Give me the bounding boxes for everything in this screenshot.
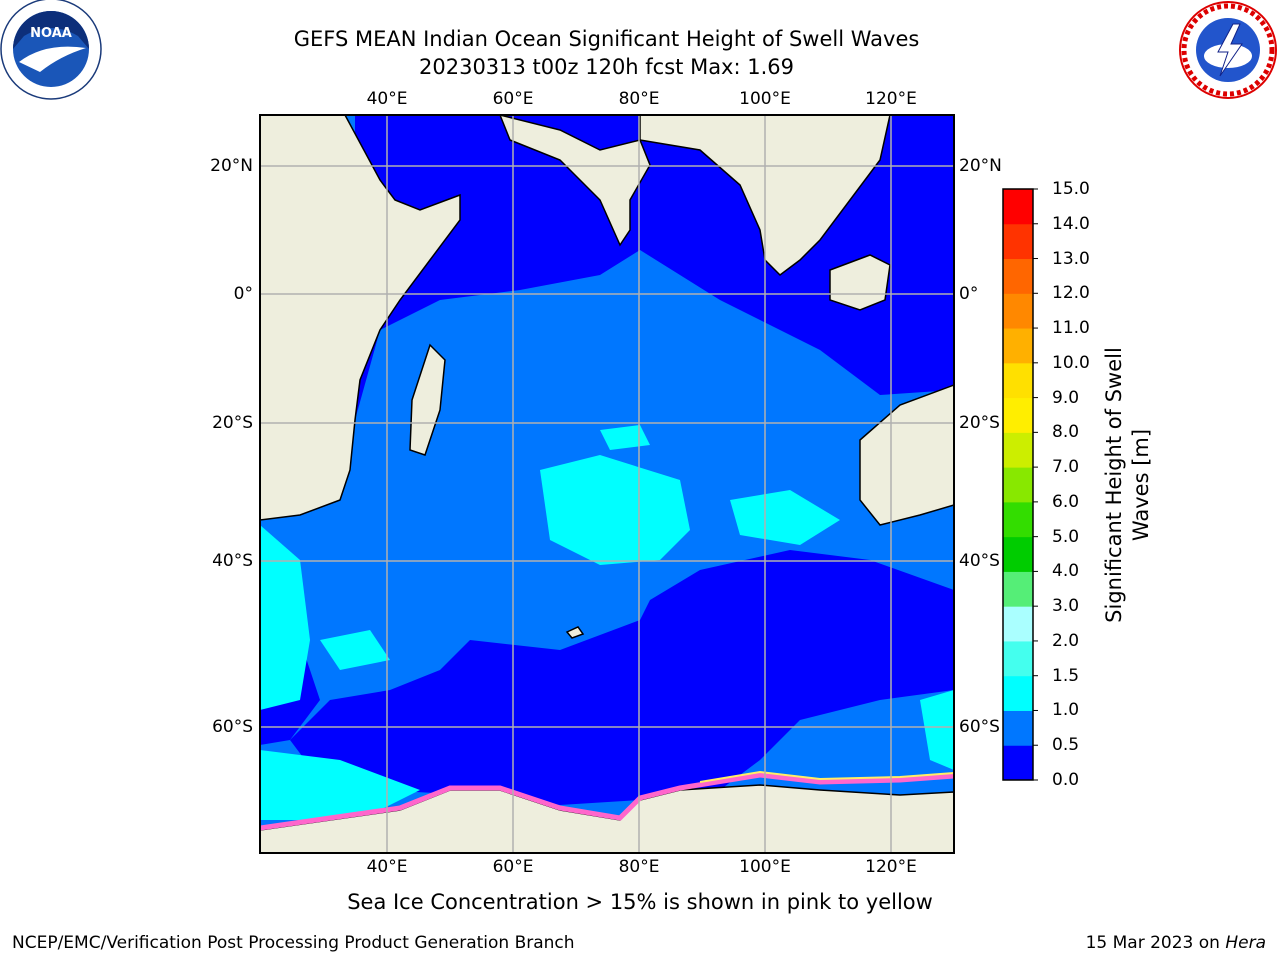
colorbar-label: 10.0 bbox=[1052, 352, 1090, 373]
colorbar-label: 9.0 bbox=[1052, 387, 1080, 408]
lon-tick-top: 100°E bbox=[739, 89, 791, 109]
colorbar-label: 15.0 bbox=[1052, 179, 1090, 199]
colorbar-swatch bbox=[1003, 223, 1033, 260]
map-subtitle: 20230313 t00z 120h fcst Max: 1.69 bbox=[419, 55, 794, 79]
swell-band-cyan-east bbox=[730, 490, 840, 545]
colorbar-swatch bbox=[1003, 675, 1033, 711]
colorbar-label: 6.0 bbox=[1052, 491, 1080, 512]
lon-tick-bottom: 40°E bbox=[366, 857, 408, 877]
lat-tick-right: 60°S bbox=[959, 717, 1000, 737]
colorbar-label: 5.0 bbox=[1052, 526, 1080, 547]
land-arabia bbox=[260, 115, 461, 521]
footer-host: Hera bbox=[1225, 933, 1266, 953]
colorbar-label: 0.0 bbox=[1052, 770, 1080, 790]
colorbar-label: 11.0 bbox=[1052, 318, 1090, 339]
swell-band-cyan-west bbox=[260, 525, 310, 710]
footer-credit: NCEP/EMC/Verification Post Processing Pr… bbox=[12, 933, 575, 953]
colorbar-label: 0.5 bbox=[1052, 735, 1080, 756]
lat-tick-left: 20°N bbox=[210, 156, 253, 176]
lon-tick-bottom: 80°E bbox=[618, 857, 660, 877]
swell-band-low-south bbox=[290, 550, 954, 805]
lat-tick-left: 0° bbox=[233, 284, 253, 304]
footer-date-text: 15 Mar 2023 on bbox=[1085, 933, 1226, 953]
national-weather-service-logo bbox=[1179, 1, 1277, 99]
lon-tick-bottom: 100°E bbox=[739, 857, 791, 877]
lon-tick-top: 60°E bbox=[492, 89, 534, 109]
colorbar-label: 4.0 bbox=[1052, 561, 1080, 582]
svg-text:NOAA: NOAA bbox=[30, 26, 72, 41]
lon-tick-bottom: 120°E bbox=[865, 857, 917, 877]
colorbar-label: 12.0 bbox=[1052, 283, 1090, 304]
land-india bbox=[499, 115, 651, 247]
colorbar-frame bbox=[1002, 188, 1034, 781]
map-frame bbox=[259, 114, 955, 854]
colorbar-swatch bbox=[1003, 536, 1033, 572]
colorbar-swatch bbox=[1003, 397, 1033, 433]
lat-tick-right: 40°S bbox=[959, 551, 1000, 571]
colorbar-swatch bbox=[1003, 745, 1033, 781]
lat-tick-right: 20°S bbox=[959, 413, 1000, 433]
swell-band-cyan-sw bbox=[260, 750, 420, 820]
colorbar-label: 8.0 bbox=[1052, 422, 1080, 443]
lon-tick-top: 120°E bbox=[865, 89, 917, 109]
swell-band-cyan-patch bbox=[320, 630, 390, 670]
sea-ice-band bbox=[260, 772, 954, 831]
colorbar-label: 1.5 bbox=[1052, 665, 1080, 686]
colorbar-swatch bbox=[1003, 571, 1033, 607]
colorbar-swatch bbox=[1003, 432, 1033, 468]
map-title: GEFS MEAN Indian Ocean Significant Heigh… bbox=[293, 27, 920, 51]
colorbar-swatch bbox=[1003, 293, 1033, 329]
lat-tick-right: 20°N bbox=[959, 156, 1002, 176]
colorbar-label: 3.0 bbox=[1052, 596, 1080, 617]
colorbar-swatch bbox=[1003, 501, 1033, 538]
sea-ice-note: Sea Ice Concentration > 15% is shown in … bbox=[347, 890, 933, 914]
colorbar-swatch bbox=[1003, 606, 1033, 642]
lat-tick-left: 60°S bbox=[212, 717, 253, 737]
land-madagascar bbox=[409, 343, 446, 456]
lon-tick-bottom: 60°E bbox=[492, 857, 534, 877]
colorbar-swatch bbox=[1003, 467, 1033, 503]
colorbar-label: 7.0 bbox=[1052, 457, 1080, 478]
land-borneo bbox=[829, 254, 891, 311]
lat-tick-left: 40°S bbox=[212, 551, 253, 571]
footer-date: 15 Mar 2023 on Hera bbox=[1086, 933, 1266, 953]
swell-band-cyan-center bbox=[540, 455, 690, 565]
lat-tick-left: 20°S bbox=[212, 413, 253, 433]
colorbar-swatch bbox=[1003, 362, 1033, 399]
colorbar-label: 2.0 bbox=[1052, 630, 1080, 651]
lon-tick-top: 40°E bbox=[366, 89, 408, 109]
land-kerguelen bbox=[565, 626, 585, 639]
colorbar-swatch bbox=[1003, 328, 1033, 364]
colorbar-label: 13.0 bbox=[1052, 248, 1090, 269]
colorbar-swatch bbox=[1003, 710, 1033, 746]
colorbar-label: 14.0 bbox=[1052, 213, 1090, 234]
colorbar-swatch bbox=[1003, 258, 1033, 294]
noaa-logo: NOAA bbox=[0, 0, 102, 100]
lon-tick-top: 80°E bbox=[618, 89, 660, 109]
colorbar-title: Significant Height of Swell Waves [m] bbox=[1102, 347, 1153, 623]
sea-ice-band-inner bbox=[699, 770, 954, 783]
colorbar-swatch bbox=[1003, 189, 1033, 225]
colorbar-swatch bbox=[1003, 640, 1033, 677]
swell-band-cyan-patch bbox=[600, 425, 650, 450]
lat-tick-right: 0° bbox=[959, 284, 979, 304]
swell-band-cyan-se bbox=[920, 690, 954, 770]
land-australia bbox=[859, 384, 954, 526]
colorbar-label: 1.0 bbox=[1052, 700, 1080, 721]
